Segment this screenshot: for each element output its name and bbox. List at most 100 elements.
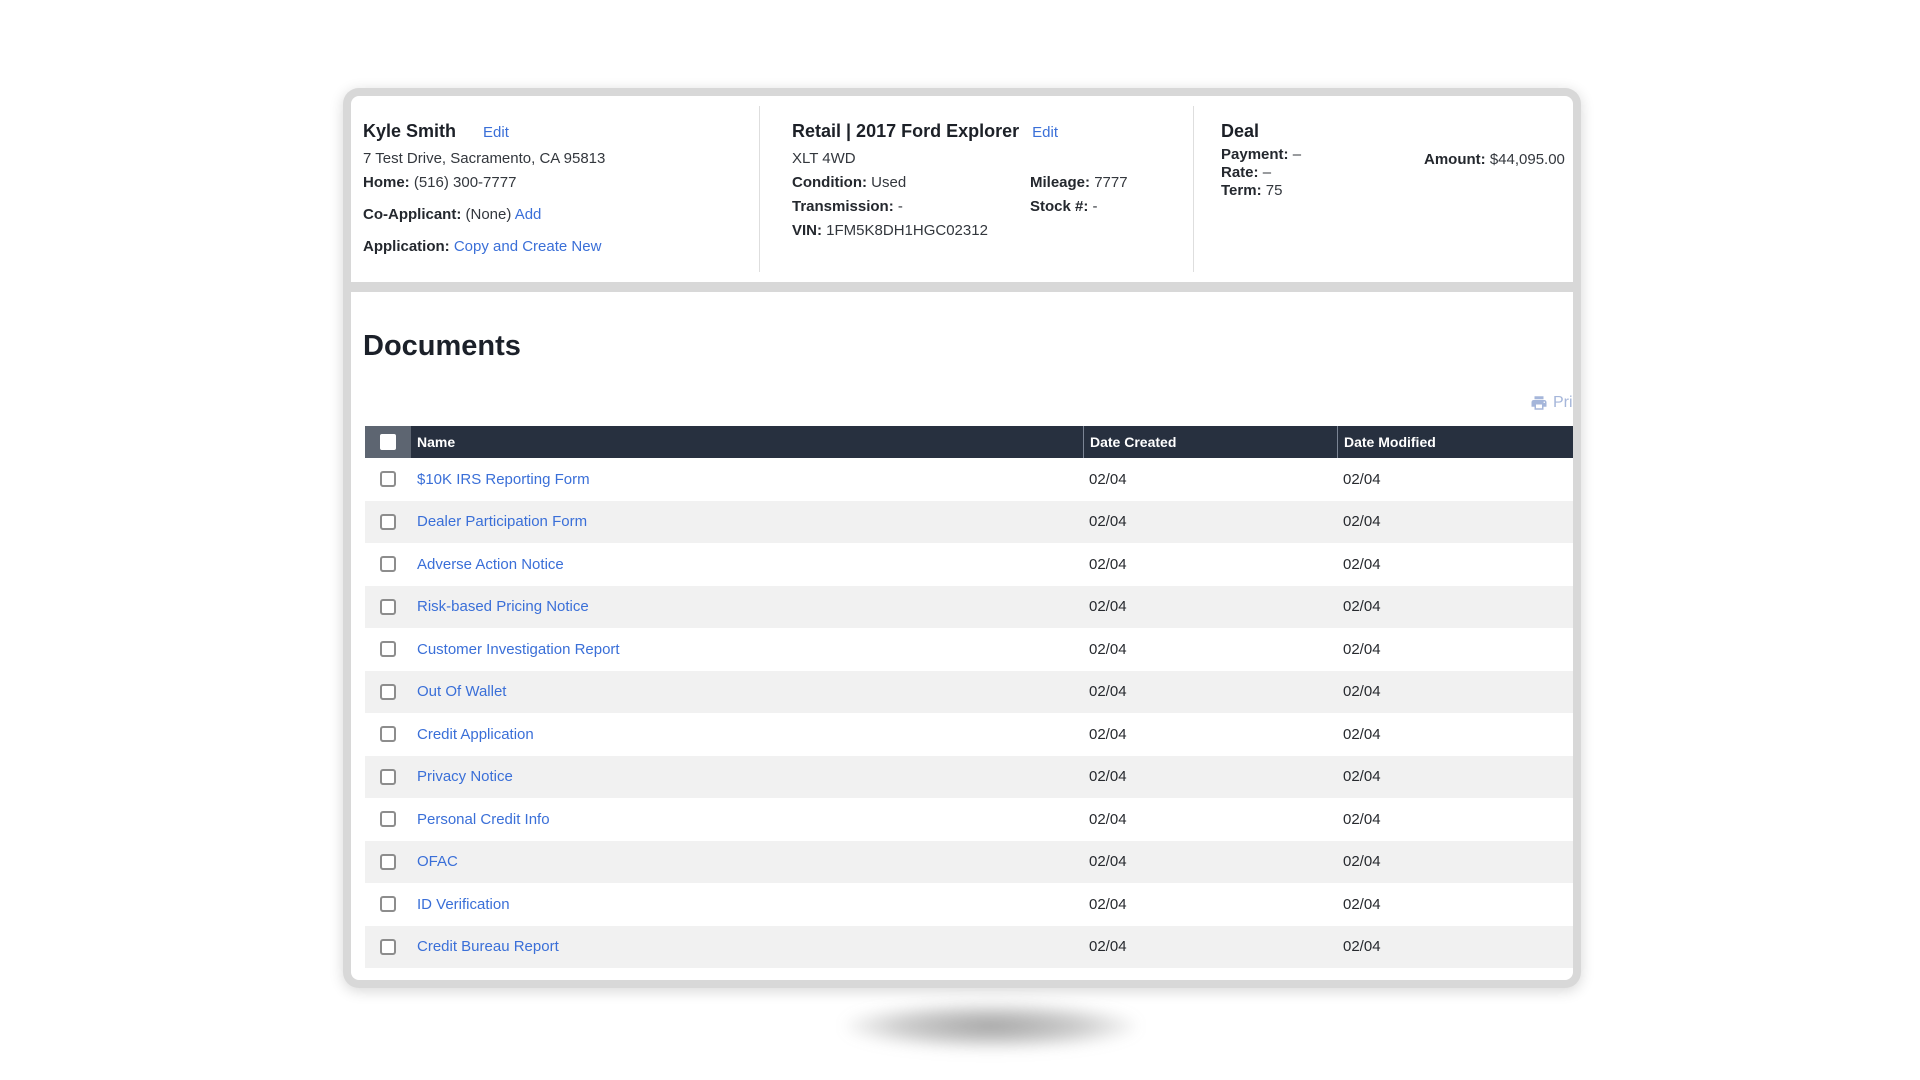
table-row: Dealer Participation Form 02/04 02/04 xyxy=(365,500,1573,543)
row-checkbox[interactable] xyxy=(380,513,396,530)
date-created-cell: 02/04 xyxy=(1089,598,1127,616)
term-label: Term: xyxy=(1221,182,1262,199)
document-name-cell: Customer Investigation Report xyxy=(411,641,1083,658)
document-link[interactable]: Dealer Participation Form xyxy=(417,513,588,531)
date-modified-cell: 02/04 xyxy=(1343,853,1381,871)
table-row: Risk-based Pricing Notice 02/04 02/04 xyxy=(365,585,1573,628)
row-checkbox[interactable] xyxy=(380,896,396,913)
co-applicant-label: Co-Applicant: xyxy=(363,206,462,223)
vehicle-edit-link[interactable]: Edit xyxy=(1032,124,1058,141)
document-link[interactable]: Customer Investigation Report xyxy=(417,640,620,658)
document-link[interactable]: Out Of Wallet xyxy=(417,683,507,701)
table-row: Out Of Wallet 02/04 02/04 xyxy=(365,670,1573,713)
document-link[interactable]: ID Verification xyxy=(417,895,510,913)
row-checkbox[interactable] xyxy=(380,471,396,488)
row-checkbox-cell xyxy=(365,556,411,573)
row-checkbox[interactable] xyxy=(380,853,396,870)
table-row: ID Verification 02/04 02/04 xyxy=(365,883,1573,926)
row-checkbox-cell xyxy=(365,811,411,828)
table-row: $10K IRS Reporting Form 02/04 02/04 xyxy=(365,458,1573,501)
home-phone-label: Home: xyxy=(363,174,410,191)
blurred-artifact xyxy=(845,1003,1137,1049)
document-link[interactable]: Adverse Action Notice xyxy=(417,555,564,573)
date-created-cell: 02/04 xyxy=(1089,555,1127,573)
customer-address: 7 Test Drive, Sacramento, CA 95813 xyxy=(363,150,606,167)
amount-value: $44,095.00 xyxy=(1489,151,1565,168)
row-checkbox[interactable] xyxy=(380,598,396,615)
date-created-cell: 02/04 xyxy=(1089,640,1127,658)
date-created-cell: 02/04 xyxy=(1089,725,1127,743)
date-created-cell: 02/04 xyxy=(1089,470,1127,488)
date-modified-cell: 02/04 xyxy=(1343,598,1381,616)
document-link[interactable]: Privacy Notice xyxy=(417,768,513,786)
vehicle-title: Retail | 2017 Ford Explorer xyxy=(792,121,1020,141)
customer-name: Kyle Smith xyxy=(363,121,457,141)
row-checkbox-cell xyxy=(365,598,411,615)
print-button[interactable]: Print xyxy=(1530,394,1573,412)
date-created-cell: 02/04 xyxy=(1089,895,1127,913)
row-checkbox-cell xyxy=(365,471,411,488)
document-link[interactable]: Risk-based Pricing Notice xyxy=(417,598,589,616)
document-name-cell: $10K IRS Reporting Form xyxy=(411,471,1083,488)
row-checkbox[interactable] xyxy=(380,556,396,573)
stock-number-label: Stock #: xyxy=(1030,198,1089,215)
row-checkbox[interactable] xyxy=(380,683,396,700)
mileage-value: 7777 xyxy=(1094,174,1128,191)
co-applicant-value: (None) xyxy=(465,206,512,223)
vehicle-section: Retail | 2017 Ford Explorer Edit XLT 4WD… xyxy=(792,120,1187,240)
application-copy-create-link[interactable]: Copy and Create New xyxy=(453,238,602,255)
document-link[interactable]: Credit Application xyxy=(417,725,534,743)
term-value: 75 xyxy=(1265,182,1283,199)
row-checkbox[interactable] xyxy=(380,641,396,658)
row-checkbox[interactable] xyxy=(380,811,396,828)
co-applicant-add-link[interactable]: Add xyxy=(514,206,542,223)
date-created-cell: 02/04 xyxy=(1089,853,1127,871)
date-created-cell: 02/04 xyxy=(1089,768,1127,786)
document-link[interactable]: OFAC xyxy=(417,853,458,871)
document-link[interactable]: $10K IRS Reporting Form xyxy=(417,470,590,488)
application-label: Application: xyxy=(363,238,450,255)
select-all-checkbox[interactable] xyxy=(380,434,396,450)
column-header-name: Name xyxy=(417,434,456,450)
date-created-cell: 02/04 xyxy=(1089,683,1127,701)
date-modified-cell: 02/04 xyxy=(1343,555,1381,573)
document-name-cell: Credit Bureau Report xyxy=(411,938,1083,955)
table-row: Adverse Action Notice 02/04 02/04 xyxy=(365,543,1573,586)
documents-table: Name Date Created Date Modified $10K IRS… xyxy=(365,426,1573,968)
document-name-cell: Out Of Wallet xyxy=(411,683,1083,700)
table-row: Privacy Notice 02/04 02/04 xyxy=(365,755,1573,798)
table-row: Personal Credit Info 02/04 02/04 xyxy=(365,798,1573,841)
customer-section: Kyle Smith Edit 7 Test Drive, Sacramento… xyxy=(363,120,753,256)
date-modified-cell: 02/04 xyxy=(1343,810,1381,828)
document-name-cell: Dealer Participation Form xyxy=(411,513,1083,530)
row-checkbox[interactable] xyxy=(380,726,396,743)
row-checkbox[interactable] xyxy=(380,938,396,955)
date-modified-cell: 02/04 xyxy=(1343,470,1381,488)
row-checkbox[interactable] xyxy=(380,768,396,785)
documents-title: Documents xyxy=(363,330,521,362)
document-name-cell: Risk-based Pricing Notice xyxy=(411,598,1083,615)
row-checkbox-cell xyxy=(365,641,411,658)
select-all-cell xyxy=(365,426,411,458)
table-row: OFAC 02/04 02/04 xyxy=(365,840,1573,883)
document-name-cell: Credit Application xyxy=(411,726,1083,743)
row-checkbox-cell xyxy=(365,726,411,743)
table-body: $10K IRS Reporting Form 02/04 02/04 Deal… xyxy=(365,458,1573,968)
rate-value: – xyxy=(1262,164,1272,181)
section-divider xyxy=(759,106,760,272)
date-modified-cell: 02/04 xyxy=(1343,895,1381,913)
document-link[interactable]: Personal Credit Info xyxy=(417,810,550,828)
date-created-cell: 02/04 xyxy=(1089,938,1127,956)
vehicle-trim: XLT 4WD xyxy=(792,150,856,167)
date-created-cell: 02/04 xyxy=(1089,810,1127,828)
document-link[interactable]: Credit Bureau Report xyxy=(417,938,559,956)
print-label: Print xyxy=(1553,394,1573,411)
column-header-date-modified: Date Modified xyxy=(1337,426,1573,458)
printer-icon xyxy=(1531,396,1547,410)
condition-label: Condition: xyxy=(792,174,867,191)
summary-panel: Kyle Smith Edit 7 Test Drive, Sacramento… xyxy=(351,96,1573,282)
document-name-cell: OFAC xyxy=(411,853,1083,870)
customer-edit-link[interactable]: Edit xyxy=(483,124,509,141)
deal-detail-card: Kyle Smith Edit 7 Test Drive, Sacramento… xyxy=(343,88,1581,988)
table-row: Customer Investigation Report 02/04 02/0… xyxy=(365,628,1573,671)
